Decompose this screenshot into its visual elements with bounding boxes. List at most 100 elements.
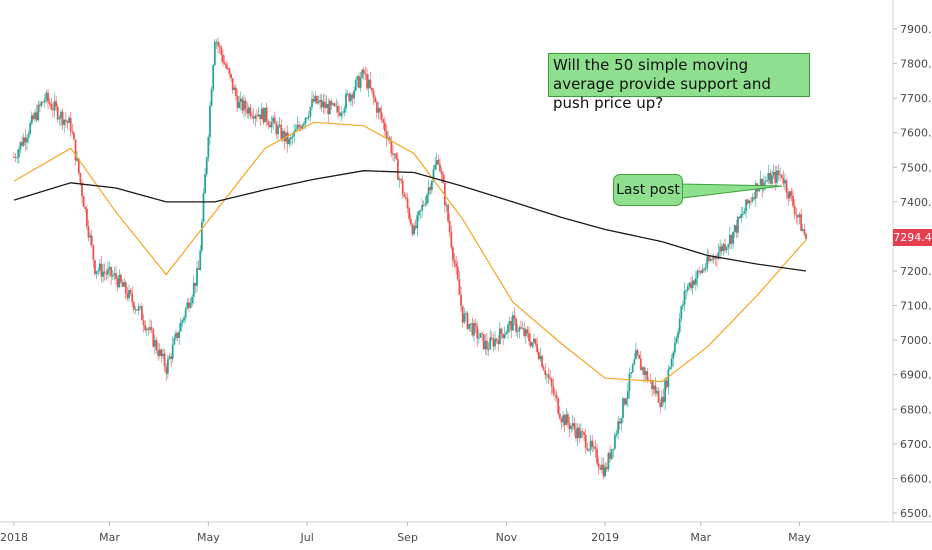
candle-body	[56, 106, 59, 120]
candle-body	[464, 312, 467, 314]
candle-body	[688, 282, 691, 287]
candle-body	[374, 97, 377, 102]
candle-body	[685, 290, 688, 292]
candle-body	[209, 105, 211, 137]
candle-body	[152, 329, 155, 347]
candle-body	[659, 402, 662, 407]
candle-body	[625, 398, 628, 405]
candle-body	[225, 64, 228, 69]
candle-body	[792, 195, 794, 206]
candle-body	[226, 68, 229, 70]
candle-body	[207, 136, 210, 158]
candle-body	[340, 112, 343, 116]
candle-body	[706, 256, 709, 268]
candle-body	[294, 129, 297, 131]
candle-body	[578, 427, 581, 438]
candle-body	[189, 302, 192, 308]
candle-body	[69, 117, 72, 132]
candle-body	[793, 205, 796, 215]
candle-body	[21, 142, 23, 146]
candle-body	[656, 390, 658, 394]
candle-body	[173, 337, 176, 345]
candle-body	[362, 69, 365, 74]
candle-body	[87, 226, 90, 238]
candle-body	[111, 275, 114, 277]
candle-body	[42, 101, 45, 103]
candle-body	[716, 258, 718, 260]
candle-body	[510, 321, 513, 331]
candle-body	[145, 328, 148, 331]
candle-body	[218, 45, 221, 48]
candle-body	[332, 103, 334, 105]
candle-body	[364, 73, 367, 75]
candle-body	[200, 221, 203, 251]
candle-body	[498, 328, 501, 345]
candle-body	[84, 207, 87, 209]
x-tick-label: Jul	[300, 531, 314, 544]
candle-body	[314, 95, 317, 102]
candle-body	[639, 358, 642, 371]
candle-body	[490, 337, 493, 339]
candle-body	[680, 306, 683, 319]
candle-body	[468, 324, 471, 329]
candle-body	[568, 422, 571, 430]
candle-body	[299, 126, 302, 130]
x-tick-label: Sep	[397, 531, 418, 544]
candle-body	[95, 271, 98, 275]
candle-body	[547, 374, 550, 378]
candle-body	[53, 101, 56, 111]
candle-body	[272, 117, 275, 122]
candle-body	[51, 109, 54, 111]
candle-body	[526, 329, 529, 334]
candle-body	[55, 101, 58, 107]
candle-body	[515, 318, 517, 332]
candle-body	[85, 208, 88, 227]
candle-body	[570, 426, 573, 430]
candle-body	[784, 180, 786, 184]
candle-body	[477, 337, 480, 339]
candle-body	[205, 157, 208, 175]
candle-body	[175, 332, 177, 338]
candle-body	[533, 338, 535, 343]
candle-body	[751, 197, 754, 202]
candle-body	[411, 224, 414, 235]
candle-body	[132, 302, 135, 310]
candle-body	[353, 90, 356, 99]
candle-body	[186, 302, 189, 309]
candle-body	[212, 64, 215, 90]
candle-body	[722, 244, 725, 252]
x-tick-label: Nov	[496, 531, 518, 544]
candle-body	[717, 251, 720, 259]
candle-body	[66, 121, 69, 123]
candle-body	[636, 350, 639, 356]
candle-body	[766, 180, 769, 182]
candle-body	[617, 421, 620, 434]
candle-body	[469, 323, 472, 325]
candle-body	[746, 199, 749, 204]
candle-body	[435, 159, 438, 165]
candle-body	[162, 353, 164, 357]
candle-body	[366, 73, 368, 89]
candle-body	[604, 467, 607, 477]
candle-body	[359, 77, 362, 88]
candle-body	[115, 273, 117, 279]
candle-body	[281, 131, 284, 139]
candle-body	[375, 101, 378, 113]
candle-body	[795, 214, 798, 216]
candle-body	[280, 124, 283, 139]
candle-body	[61, 111, 64, 125]
candle-body	[774, 171, 777, 183]
candle-body	[434, 164, 437, 170]
candle-body	[37, 104, 40, 121]
candle-body	[711, 258, 713, 260]
candle-body	[531, 342, 534, 347]
candle-body	[170, 356, 173, 359]
candle-body	[733, 225, 736, 232]
candle-body	[492, 338, 495, 347]
candle-body	[47, 92, 49, 102]
candle-body	[26, 138, 28, 143]
candle-body	[286, 132, 289, 145]
ma200-line	[13, 170, 807, 272]
candle-body	[479, 333, 482, 338]
candle-body	[356, 76, 359, 81]
